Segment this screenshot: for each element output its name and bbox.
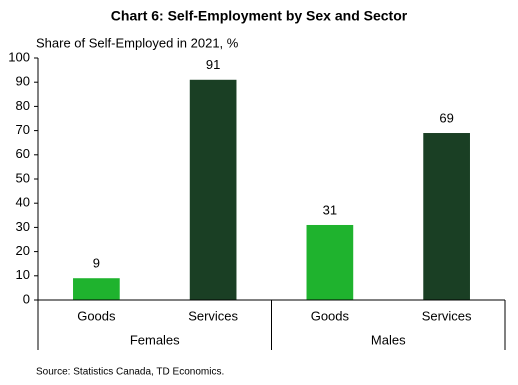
bar (73, 278, 120, 300)
x-tick-label: Goods (311, 308, 350, 323)
y-tick-label: 50 (16, 170, 30, 185)
y-tick-label: 20 (16, 243, 30, 258)
y-tick-label: 60 (16, 146, 30, 161)
group-label: Males (371, 332, 406, 347)
y-tick-label: 80 (16, 98, 30, 113)
chart-subtitle: Share of Self-Employed in 2021, % (36, 35, 239, 50)
group-label: Females (130, 332, 180, 347)
bar (306, 224, 354, 300)
x-tick-label: Services (422, 308, 472, 323)
y-tick-label: 10 (16, 267, 30, 282)
value-label: 31 (323, 202, 337, 217)
x-tick-label: Services (188, 308, 238, 323)
y-tick-label: 100 (8, 49, 30, 64)
y-tick-label: 0 (23, 291, 30, 306)
value-label: 91 (206, 57, 220, 72)
value-label: 9 (93, 256, 100, 271)
bar (423, 133, 470, 300)
y-tick-label: 70 (16, 122, 30, 137)
x-tick-label: Goods (77, 308, 116, 323)
chart-title: Chart 6: Self-Employment by Sex and Sect… (111, 8, 408, 24)
y-tick-label: 30 (16, 219, 30, 234)
y-tick-label: 40 (16, 195, 30, 210)
y-tick-label: 90 (16, 74, 30, 89)
value-label: 69 (439, 110, 453, 125)
source: Source: Statistics Canada, TD Economics. (36, 367, 224, 378)
bar (189, 79, 237, 300)
